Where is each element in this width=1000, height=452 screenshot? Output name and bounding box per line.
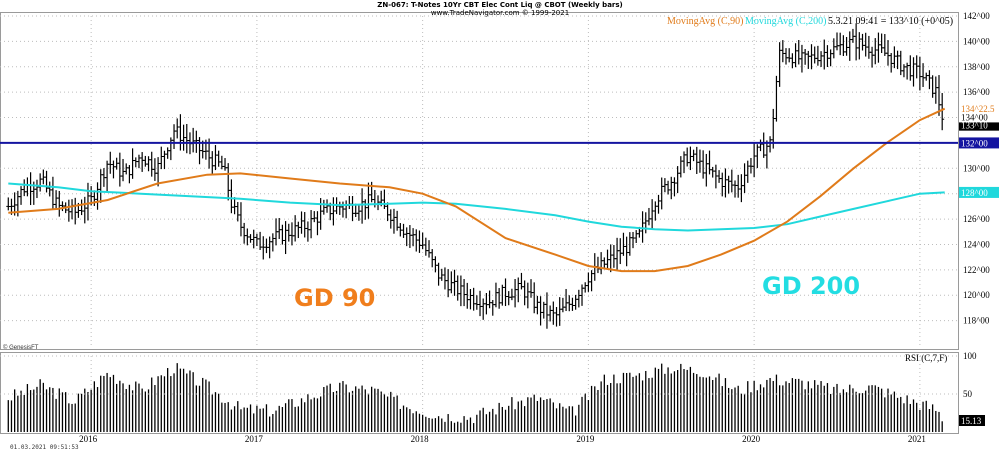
y-tick-label: 130^00 [963, 163, 990, 173]
x-tick-label: 2018 [411, 434, 430, 444]
price-tag-bg [959, 111, 999, 123]
x-tick-label: 2021 [908, 434, 926, 444]
y-tick-label: 126^00 [963, 214, 990, 224]
y-tick-label: 140^00 [963, 36, 990, 46]
gd90-annotation: GD 90 [294, 284, 376, 312]
ma90-line [8, 107, 946, 273]
y-tick-label: 118^00 [963, 316, 990, 326]
main-panel-border [0, 12, 959, 350]
rsi-panel-border [0, 352, 959, 434]
timestamp: 01.03.2021 09:51:53 [10, 444, 79, 451]
rsi-last-label: 15.13 [961, 416, 982, 426]
rsi-title: RSI (C,7,F) [905, 353, 948, 363]
rsi-bars [7, 363, 943, 432]
rsi-last-tag-bg [959, 415, 985, 427]
gd200-annotation: GD 200 [762, 272, 861, 300]
y-tick-label: 122^00 [963, 265, 990, 275]
source-label: © GenesisFT [3, 345, 39, 351]
y-tick-label: 120^00 [963, 290, 990, 300]
grid [0, 15, 958, 432]
y-tick-label: 124^00 [963, 239, 990, 249]
y-tick-label: 142^00 [963, 11, 990, 21]
ma200-price-tag-bg [959, 186, 999, 198]
x-tick-label: 2017 [245, 434, 264, 444]
rsi-tick-label: 50 [963, 389, 973, 399]
last-price-tag-bg [959, 119, 999, 131]
y-tick-label: 136^00 [963, 87, 990, 97]
legend-ma200: MovingAvg (C,200) [745, 16, 827, 27]
x-tick-label: 2016 [79, 434, 98, 444]
price-tag: 134^00 [961, 112, 988, 122]
y-tick-label: 138^00 [963, 62, 990, 72]
legend-quote: 5.3.21 09:41 = 133^10 (+0^05) [828, 16, 954, 27]
hline-price-tag-bg [959, 137, 999, 149]
time-axis: 2016 2017 2018 2019 2020 2021 [79, 434, 926, 444]
ma90-price-tag-bg [959, 103, 999, 115]
legend-ma90: MovingAvg (C,90) [667, 16, 744, 27]
rsi-tick-label: 100 [963, 351, 977, 361]
last-price-tag: 133^10 [961, 121, 988, 131]
ma200-price-tag: 128^00 [961, 188, 988, 198]
price-axis: 118^00 120^00 122^00 124^00 126^00 128^00 130^… [963, 11, 990, 326]
rsi-axis: 50 100 15.13 [0, 351, 985, 427]
chart-title: ZN-067: T-Notes 10Yr CBT Elec Cont Liq @… [377, 1, 623, 9]
chart-subtitle: www.TradeNavigator.com © 1999-2021 [430, 9, 570, 17]
hline-price-tag: 132^00 [961, 138, 988, 148]
x-tick-label: 2020 [742, 434, 761, 444]
ma90-price-tag: 134^22.5 [961, 104, 995, 114]
x-tick-label: 2019 [576, 434, 595, 444]
ma200-line [8, 182, 945, 232]
